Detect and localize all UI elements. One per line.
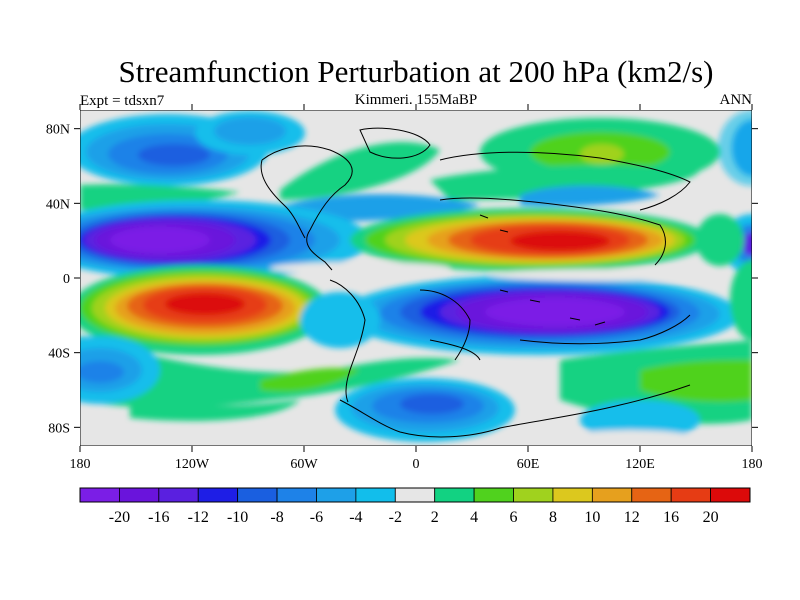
africa-coast xyxy=(419,289,471,361)
anomaly-tropical-pacific-north xyxy=(80,200,370,280)
colorbar-label: 16 xyxy=(663,509,679,526)
colorbar-swatch xyxy=(237,487,278,503)
colorbar-swatch xyxy=(591,487,633,503)
anomaly-north-atlantic-band xyxy=(280,142,440,200)
colorbar-label: -8 xyxy=(270,509,283,526)
season-label: ANN xyxy=(720,92,753,108)
australia-coast xyxy=(519,314,691,345)
colorbar-swatch xyxy=(513,487,554,503)
map-panel xyxy=(80,110,752,446)
x-tick-label: 180 xyxy=(742,457,763,472)
y-tick-label: 40N xyxy=(46,197,70,212)
colorbar-swatch xyxy=(552,487,593,503)
eurasia-coast xyxy=(439,151,691,211)
colorbar-label: -2 xyxy=(389,509,402,526)
colorbar-swatch xyxy=(316,487,357,503)
x-tick-label: 120W xyxy=(175,457,210,472)
anomaly-west-pacific-band xyxy=(80,184,240,210)
colorbar-swatch xyxy=(119,487,160,503)
y-tick-label: 40S xyxy=(48,347,70,362)
experiment-label: Expt = tdsxn7 xyxy=(80,93,165,109)
south-america-coast xyxy=(329,279,366,403)
colorbar-label: -6 xyxy=(310,509,323,526)
antarctica-coast xyxy=(339,384,691,438)
colorbar-label: 12 xyxy=(624,509,640,526)
colorbar-swatch xyxy=(276,487,317,503)
anomaly-tropical-pacific-south xyxy=(80,265,330,355)
y-tick-label: 80S xyxy=(48,421,70,436)
colorbar-label: 20 xyxy=(703,509,719,526)
x-tick-label: 60W xyxy=(290,457,318,472)
x-tick-label: 180 xyxy=(70,457,91,472)
colorbar-swatch xyxy=(473,487,514,503)
anomaly-eurasia-band xyxy=(430,164,700,200)
colorbar: -20 -16 -12 -10 -8 -6 -4 -2 2 4 6 8 10 12 16 20 xyxy=(79,487,751,526)
colorbar-label: 4 xyxy=(470,509,478,526)
colorbar-swatch xyxy=(710,487,751,503)
x-tick-label: 120E xyxy=(625,457,655,472)
y-tick-label: 0 xyxy=(63,272,70,287)
colorbar-swatch xyxy=(670,487,711,503)
colorbar-frame xyxy=(79,487,751,503)
anomaly-south-pacific-ring xyxy=(80,336,160,404)
period-label: Kimmeri. 155MaBP xyxy=(355,92,478,108)
anomaly-south-ocean-africa xyxy=(335,378,515,442)
colorbar-label: -20 xyxy=(109,509,130,526)
x-tick-label: 0 xyxy=(413,457,420,472)
colorbar-swatch xyxy=(158,487,199,503)
colorbar-label: 10 xyxy=(584,509,600,526)
y-tick-label: 80N xyxy=(46,123,70,138)
colorbar-swatch xyxy=(631,487,672,503)
x-tick-label: 60E xyxy=(517,457,540,472)
colorbar-label: 8 xyxy=(549,509,557,526)
colorbar-swatch xyxy=(79,487,120,503)
axes: 180 120W 60W 0 60E 120E 180 80N 40N 0 40S 80S xyxy=(46,104,763,472)
colorbar-label: -12 xyxy=(188,509,209,526)
colorbar-label: 2 xyxy=(431,509,439,526)
colorbar-label: -16 xyxy=(148,509,169,526)
anomaly-north-pacific-east xyxy=(195,111,305,155)
island-arcs xyxy=(479,214,606,326)
colorbar-label: -4 xyxy=(349,509,362,526)
colorbar-swatch xyxy=(355,487,396,503)
anomaly-sh-green-band xyxy=(80,335,460,408)
chart-title: Streamfunction Perturbation at 200 hPa (… xyxy=(119,54,714,89)
colorbar-swatch xyxy=(394,487,436,503)
anomaly-tethys-north xyxy=(350,208,710,272)
anomaly-south-indian xyxy=(340,275,740,355)
contour-fields xyxy=(80,110,752,446)
coastlines xyxy=(260,127,691,438)
greenland-coast xyxy=(359,127,431,159)
colorbar-label: 6 xyxy=(510,509,518,526)
north-america-coast xyxy=(261,145,353,271)
colorbar-swatch xyxy=(434,487,475,503)
colorbar-swatch xyxy=(197,487,239,503)
colorbar-label: -10 xyxy=(227,509,248,526)
